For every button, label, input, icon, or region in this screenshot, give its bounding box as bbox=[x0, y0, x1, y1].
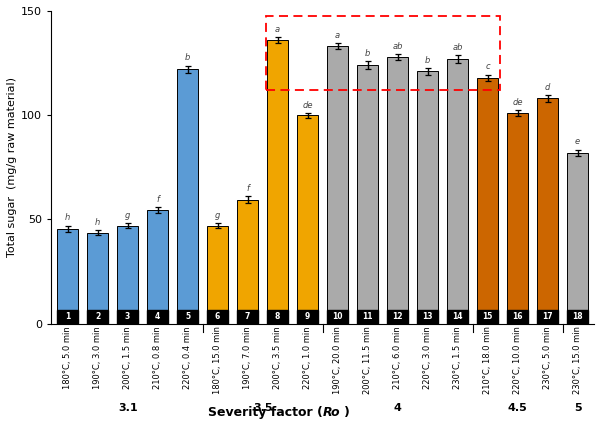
Text: de: de bbox=[512, 98, 523, 107]
Bar bbox=[327, 47, 349, 324]
Text: 8: 8 bbox=[275, 312, 280, 321]
Text: 3.5: 3.5 bbox=[253, 403, 272, 413]
Bar bbox=[387, 310, 409, 324]
Bar bbox=[297, 115, 319, 324]
Bar bbox=[57, 229, 79, 324]
Bar bbox=[177, 310, 198, 324]
Bar bbox=[387, 57, 409, 324]
Bar bbox=[477, 310, 498, 324]
Text: 4: 4 bbox=[394, 403, 401, 413]
Bar bbox=[117, 225, 138, 324]
Bar bbox=[416, 310, 438, 324]
Text: g: g bbox=[125, 211, 130, 220]
Text: a: a bbox=[335, 31, 340, 40]
Text: ab: ab bbox=[453, 43, 463, 52]
Text: 12: 12 bbox=[392, 312, 403, 321]
Bar bbox=[147, 310, 168, 324]
Text: 17: 17 bbox=[542, 312, 553, 321]
Text: 16: 16 bbox=[512, 312, 523, 321]
Bar bbox=[147, 210, 168, 324]
Bar bbox=[297, 310, 319, 324]
Text: 11: 11 bbox=[362, 312, 373, 321]
Bar bbox=[87, 233, 108, 324]
Text: b: b bbox=[185, 53, 191, 63]
Bar bbox=[327, 310, 349, 324]
Text: 2: 2 bbox=[95, 312, 100, 321]
Text: 4.5: 4.5 bbox=[508, 403, 528, 413]
Text: d: d bbox=[545, 83, 551, 92]
Bar bbox=[507, 310, 528, 324]
Bar bbox=[477, 78, 498, 324]
Text: b: b bbox=[425, 56, 430, 65]
Bar bbox=[537, 310, 558, 324]
Bar bbox=[537, 99, 558, 324]
Bar bbox=[177, 69, 198, 324]
Text: Ro: Ro bbox=[323, 406, 340, 419]
Text: ab: ab bbox=[392, 41, 403, 50]
Bar bbox=[416, 71, 438, 324]
Bar bbox=[87, 310, 108, 324]
Text: ): ) bbox=[344, 406, 350, 419]
Text: 18: 18 bbox=[572, 312, 583, 321]
Text: f: f bbox=[246, 184, 249, 193]
Text: 6: 6 bbox=[215, 312, 220, 321]
Text: 3.1: 3.1 bbox=[118, 403, 138, 413]
Text: 3: 3 bbox=[125, 312, 130, 321]
Text: a: a bbox=[275, 25, 280, 34]
Bar bbox=[207, 310, 228, 324]
Bar bbox=[267, 40, 288, 324]
Text: 5: 5 bbox=[185, 312, 190, 321]
Bar bbox=[447, 310, 468, 324]
Text: 15: 15 bbox=[483, 312, 493, 321]
Text: b: b bbox=[365, 49, 370, 58]
Text: 1: 1 bbox=[65, 312, 70, 321]
Text: h: h bbox=[65, 214, 70, 222]
Bar bbox=[507, 113, 528, 324]
Bar bbox=[237, 310, 258, 324]
Bar bbox=[266, 16, 499, 90]
Bar bbox=[567, 310, 588, 324]
Text: e: e bbox=[575, 137, 580, 146]
Bar bbox=[237, 200, 258, 324]
Text: 4: 4 bbox=[155, 312, 160, 321]
Text: h: h bbox=[95, 218, 100, 227]
Bar bbox=[357, 310, 379, 324]
Text: 13: 13 bbox=[423, 312, 433, 321]
Text: c: c bbox=[485, 62, 490, 71]
Text: de: de bbox=[302, 101, 313, 110]
Text: f: f bbox=[156, 195, 159, 204]
Bar bbox=[447, 59, 468, 324]
Bar bbox=[207, 225, 228, 324]
Bar bbox=[357, 65, 379, 324]
Text: 5: 5 bbox=[574, 403, 581, 413]
Text: g: g bbox=[215, 211, 221, 220]
Bar bbox=[567, 153, 588, 324]
Bar bbox=[267, 310, 288, 324]
Text: 14: 14 bbox=[453, 312, 463, 321]
Text: 7: 7 bbox=[245, 312, 250, 321]
Bar bbox=[117, 310, 138, 324]
Bar bbox=[57, 310, 79, 324]
Text: 10: 10 bbox=[332, 312, 343, 321]
Y-axis label: Total sugar  (mg/g raw material): Total sugar (mg/g raw material) bbox=[7, 77, 17, 257]
Text: 9: 9 bbox=[305, 312, 310, 321]
Text: Severity factor (: Severity factor ( bbox=[208, 406, 323, 419]
